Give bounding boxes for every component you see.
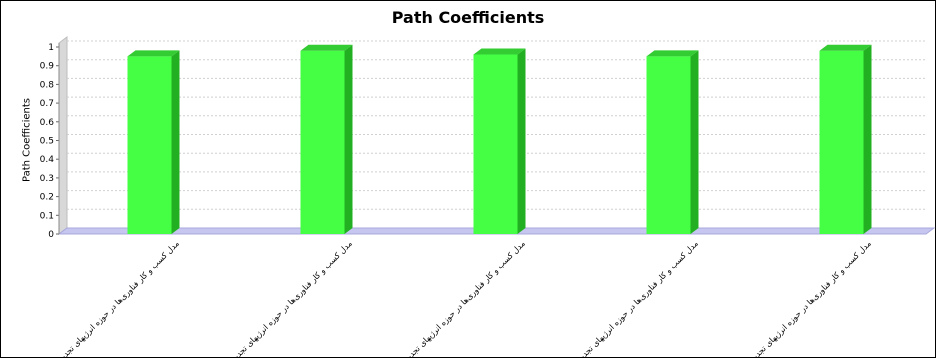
bar-front xyxy=(646,56,691,234)
y-tick-label: 0.4 xyxy=(40,155,55,165)
x-tick-label: ...مدل کسب و کار فناوری‌ها در حوزه انرژی… xyxy=(224,239,354,358)
y-tick-label: 0.9 xyxy=(40,62,55,72)
x-tick-label: ...مدل کسب و کار فناوری‌ها در حوزه انرژی… xyxy=(743,239,873,358)
bar-top xyxy=(127,50,180,57)
y-tick-label: 0.2 xyxy=(40,193,54,203)
chart-title: Path Coefficients xyxy=(391,8,545,27)
y-tick-label: 0.5 xyxy=(40,137,54,147)
bar-front xyxy=(127,56,172,234)
y-tick-label: 0.6 xyxy=(40,118,55,128)
bar-top xyxy=(300,44,353,51)
y-tick-label: 0.8 xyxy=(40,80,55,90)
bar-top xyxy=(473,48,526,55)
y-tick-label: 0.3 xyxy=(40,174,54,184)
bar-front xyxy=(819,50,864,234)
bar-front xyxy=(473,54,518,235)
y-tick-label: 0.1 xyxy=(40,211,54,221)
x-tick-label: ...مدل کسب و کار فناوری‌ها در حوزه انرژی… xyxy=(570,239,700,358)
bar-side xyxy=(344,44,353,234)
left-wall xyxy=(58,36,68,235)
bar xyxy=(473,48,526,235)
x-tick-label: ...مدل کسب و کار فناوری‌ها در حوزه انرژی… xyxy=(51,239,181,358)
bar-front xyxy=(300,50,345,234)
bar-side xyxy=(171,50,180,234)
bar xyxy=(819,44,872,234)
bar xyxy=(300,44,353,234)
bar xyxy=(646,50,699,234)
y-tick-label: 0.7 xyxy=(40,99,54,109)
bar-top xyxy=(819,44,872,51)
bar-side xyxy=(863,44,872,234)
bar-side xyxy=(517,48,526,235)
x-tick-label: ...مدل کسب و کار فناوری‌ها در حوزه انرژی… xyxy=(397,239,527,358)
y-tick-label: 1 xyxy=(48,43,54,53)
bar xyxy=(127,50,180,234)
bar-top xyxy=(646,50,699,57)
bar-side xyxy=(690,50,699,234)
y-tick-label: 0 xyxy=(48,230,54,240)
